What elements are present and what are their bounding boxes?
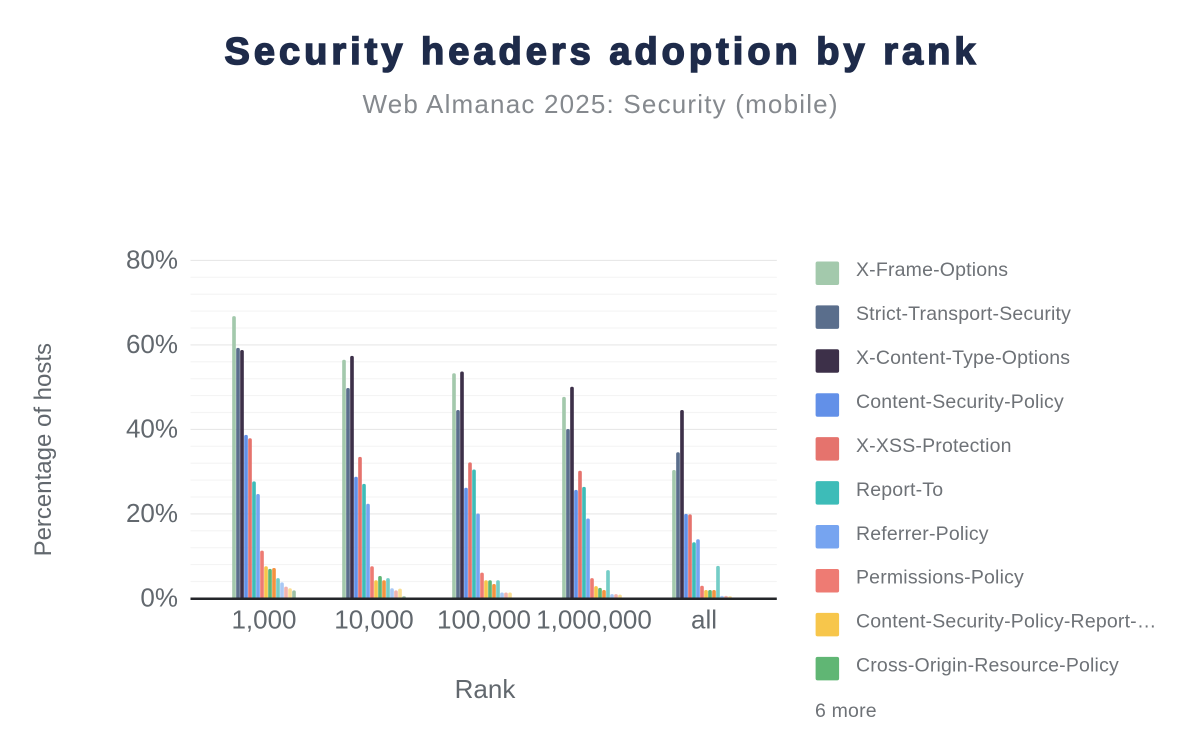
svg-text:X-Frame-Options: X-Frame-Options: [856, 259, 1008, 281]
svg-text:Report-To: Report-To: [856, 479, 943, 501]
svg-text:100,000: 100,000: [437, 605, 531, 635]
svg-text:1,000,000: 1,000,000: [536, 605, 652, 635]
svg-text:Rank: Rank: [455, 674, 517, 704]
svg-text:10,000: 10,000: [334, 605, 414, 635]
svg-text:Content-Security-Policy: Content-Security-Policy: [856, 391, 1064, 413]
svg-text:1,000: 1,000: [231, 605, 296, 635]
svg-text:20%: 20%: [126, 498, 178, 528]
svg-text:60%: 60%: [126, 329, 178, 359]
svg-text:40%: 40%: [126, 414, 178, 444]
svg-text:X-XSS-Protection: X-XSS-Protection: [856, 435, 1012, 457]
svg-text:Percentage of hosts: Percentage of hosts: [30, 343, 57, 556]
svg-text:0%: 0%: [140, 583, 178, 613]
svg-text:X-Content-Type-Options: X-Content-Type-Options: [856, 347, 1070, 369]
svg-text:Permissions-Policy: Permissions-Policy: [856, 567, 1024, 589]
svg-text:Cross-Origin-Resource-Policy: Cross-Origin-Resource-Policy: [856, 655, 1119, 677]
svg-text:Content-Security-Policy-Report: Content-Security-Policy-Report-…: [856, 611, 1157, 633]
svg-text:Strict-Transport-Security: Strict-Transport-Security: [856, 303, 1071, 325]
svg-text:6 more: 6 more: [815, 700, 877, 722]
svg-text:all: all: [691, 605, 717, 635]
svg-text:Referrer-Policy: Referrer-Policy: [856, 523, 989, 545]
svg-text:80%: 80%: [126, 245, 178, 275]
